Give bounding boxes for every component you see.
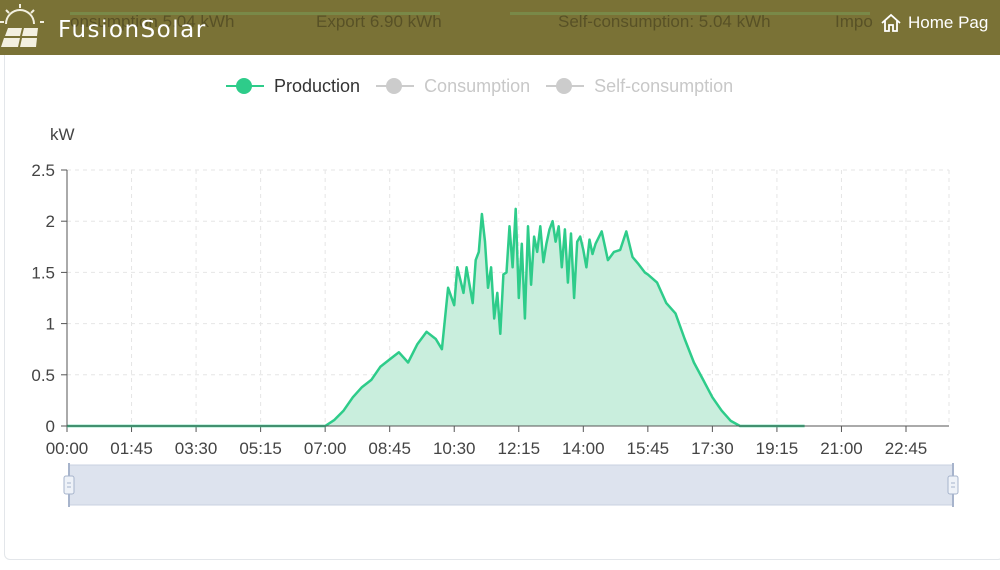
- y-axis-label: kW: [50, 125, 75, 144]
- home-icon: [881, 13, 901, 32]
- x-tick-label: 03:30: [175, 439, 218, 458]
- y-tick-label: 2.5: [31, 161, 55, 180]
- y-tick-label: 1: [46, 315, 55, 334]
- legend-swatch-consumption: [376, 76, 415, 96]
- x-tick-label: 10:30: [433, 439, 476, 458]
- ghost-import-stat: Impo: [835, 12, 873, 31]
- y-tick-label: 1.5: [31, 263, 55, 282]
- series-line-production: [67, 207, 805, 428]
- x-tick-label: 21:00: [820, 439, 863, 458]
- x-tick-label: 08:45: [368, 439, 411, 458]
- x-tick-label: 12:15: [497, 439, 540, 458]
- x-tick-label: 00:00: [46, 439, 89, 458]
- x-tick-label: 17:30: [691, 439, 734, 458]
- top-bar: onsumption 5.04 kWh Export 6.90 kWh Self…: [0, 0, 1000, 55]
- legend-item-production[interactable]: Production: [226, 76, 360, 97]
- x-tick-label: 05:15: [239, 439, 282, 458]
- ghost-consumption-stat: onsumption 5.04 kWh: [70, 12, 235, 31]
- legend-label-production: Production: [274, 75, 361, 96]
- y-tick-label: 0: [46, 417, 55, 436]
- header-background-stats: onsumption 5.04 kWh Export 6.90 kWh Self…: [70, 12, 1000, 36]
- y-tick-label: 0.5: [31, 366, 55, 385]
- x-tick-label: 15:45: [627, 439, 670, 458]
- y-tick-label: 2: [46, 212, 55, 231]
- x-tick-label: 22:45: [885, 439, 928, 458]
- zoom-slider-track[interactable]: [68, 464, 954, 506]
- x-tick-label: 19:15: [756, 439, 799, 458]
- home-page-link[interactable]: Home Pag: [880, 10, 988, 36]
- legend-item-consumption[interactable]: Consumption: [376, 76, 530, 97]
- ghost-export-stat: Export 6.90 kWh: [316, 12, 442, 31]
- x-tick-label: 07:00: [304, 439, 347, 458]
- legend-item-self-consumption[interactable]: Self-consumption: [546, 76, 733, 97]
- zoom-slider-handle-left[interactable]: [63, 475, 75, 495]
- legend-swatch-production: [226, 76, 264, 96]
- home-page-label: Home Pag: [908, 13, 989, 32]
- x-tick-label: 01:45: [110, 439, 153, 458]
- zoom-slider-handle-right[interactable]: [947, 475, 959, 495]
- brand-name: FusionSolar: [58, 17, 207, 43]
- legend-label-self-consumption: Self-consumption: [594, 75, 734, 96]
- x-tick-label: 14:00: [562, 439, 605, 458]
- chart-legend: Production Consumption Self-consumption: [226, 74, 749, 98]
- series-area-production: [67, 208, 805, 426]
- ghost-selfconsumption-stat: Self-consumption: 5.04 kWh: [558, 12, 771, 31]
- legend-swatch-self-consumption: [546, 76, 585, 96]
- fusionsolar-logo-icon: [0, 4, 44, 47]
- legend-label-consumption: Consumption: [424, 75, 531, 96]
